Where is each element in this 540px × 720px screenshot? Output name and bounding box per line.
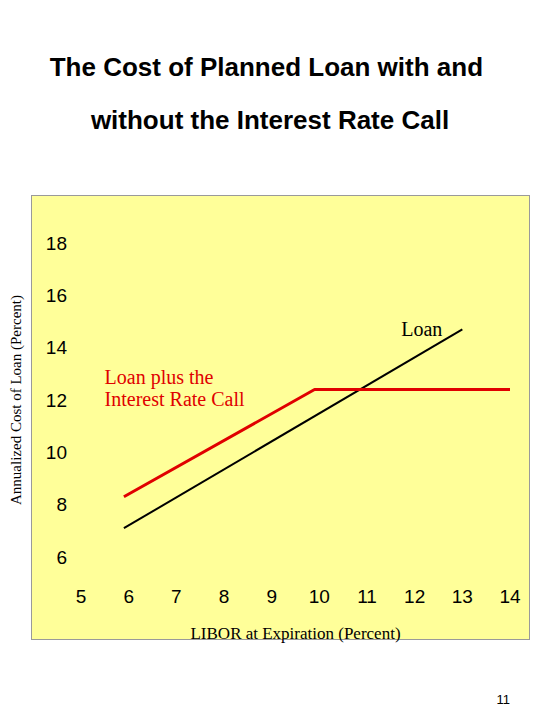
svg-text:12: 12: [46, 390, 67, 411]
svg-text:LIBOR at Expiration (Percent): LIBOR at Expiration (Percent): [190, 624, 400, 643]
svg-text:13: 13: [452, 586, 473, 607]
svg-text:16: 16: [46, 285, 67, 306]
svg-text:11: 11: [357, 586, 377, 607]
svg-text:7: 7: [171, 586, 182, 607]
svg-text:5: 5: [76, 586, 87, 607]
svg-text:6: 6: [123, 586, 134, 607]
svg-text:14: 14: [499, 586, 521, 607]
svg-text:14: 14: [46, 337, 68, 358]
svg-text:Interest Rate Call: Interest Rate Call: [105, 388, 245, 410]
svg-text:8: 8: [219, 586, 230, 607]
svg-text:without the Interest Rate Call: without the Interest Rate Call: [90, 105, 449, 135]
svg-text:9: 9: [266, 586, 277, 607]
svg-text:12: 12: [404, 586, 425, 607]
svg-text:Loan plus the: Loan plus the: [105, 366, 219, 389]
svg-text:11: 11: [497, 692, 511, 707]
svg-text:The Cost of Planned Loan with: The Cost of Planned Loan with and: [50, 52, 491, 82]
svg-text:10: 10: [309, 586, 330, 607]
svg-text:8: 8: [56, 494, 67, 515]
svg-text:Annualized Cost of Loan (Perce: Annualized Cost of Loan (Percent): [8, 295, 25, 505]
svg-text:18: 18: [46, 233, 67, 254]
svg-text:10: 10: [46, 442, 67, 463]
svg-text:6: 6: [56, 547, 67, 568]
svg-text:Loan: Loan: [401, 318, 442, 340]
